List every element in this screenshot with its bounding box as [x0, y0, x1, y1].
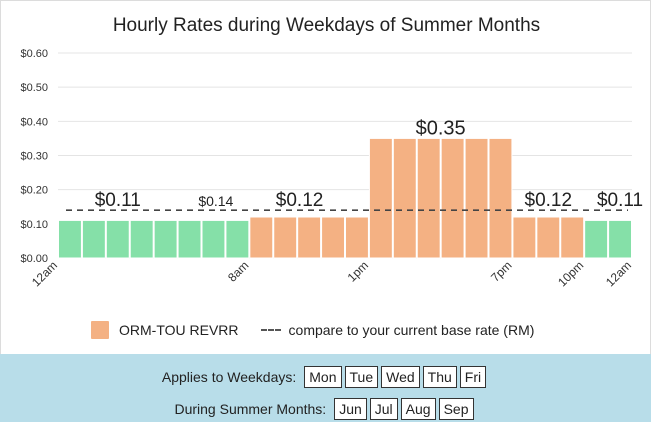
legend: ORM-TOU REVRR compare to your current ba… — [91, 320, 556, 340]
rate-data-label: $0.14 — [198, 193, 233, 209]
month-filter-row: During Summer Months: Jun Jul Aug Sep — [0, 398, 651, 420]
legend-label-base-rate: compare to your current base rate (RM) — [288, 322, 535, 338]
bar[interactable] — [608, 219, 632, 259]
bar[interactable] — [345, 216, 369, 259]
month-chip-sep[interactable]: Sep — [438, 398, 474, 420]
bar[interactable] — [512, 216, 537, 259]
legend-swatch-orm-tou[interactable] — [91, 321, 109, 339]
x-tick-label: 10pm — [555, 258, 586, 289]
month-filter-label: During Summer Months: — [174, 401, 327, 417]
bar[interactable] — [58, 219, 82, 259]
y-tick-label: $0.40 — [20, 116, 48, 128]
bar[interactable] — [153, 219, 178, 259]
weekday-chip-tue[interactable]: Tue — [344, 366, 379, 388]
bar[interactable] — [392, 137, 417, 259]
x-tick-label: 12am — [603, 258, 634, 289]
bar[interactable] — [225, 219, 250, 259]
weekday-filter-label: Applies to Weekdays: — [161, 369, 297, 385]
chart-title: Hourly Rates during Weekdays of Summer M… — [112, 15, 541, 36]
filter-panel: Applies to Weekdays: Mon Tue Wed Thu Fri… — [0, 354, 651, 422]
weekday-chip-thu[interactable]: Thu — [422, 366, 457, 388]
month-chip-jun[interactable]: Jun — [334, 398, 367, 420]
weekday-chip-fri[interactable]: Fri — [459, 366, 487, 388]
rate-data-label: $0.12 — [276, 190, 324, 211]
bar[interactable] — [440, 137, 465, 259]
rate-data-label: $0.35 — [416, 117, 466, 139]
bar[interactable] — [273, 216, 298, 259]
bar[interactable] — [81, 219, 106, 259]
bar[interactable] — [464, 137, 489, 259]
x-tick-label: 7pm — [488, 258, 514, 284]
y-tick-label: $0.20 — [20, 185, 48, 197]
rate-data-label: $0.11 — [597, 190, 643, 211]
rate-data-label: $0.11 — [95, 190, 141, 211]
y-tick-label: $0.30 — [20, 151, 48, 163]
weekday-filter-row: Applies to Weekdays: Mon Tue Wed Thu Fri — [0, 366, 651, 388]
y-tick-label: $0.50 — [20, 82, 48, 94]
bar[interactable] — [249, 216, 274, 259]
bar[interactable] — [368, 137, 393, 259]
y-tick-label: $0.00 — [20, 253, 48, 265]
bar[interactable] — [321, 216, 346, 259]
bar[interactable] — [177, 219, 202, 259]
bar[interactable] — [584, 219, 609, 259]
bar[interactable] — [129, 219, 154, 259]
y-tick-label: $0.10 — [20, 219, 48, 231]
bar[interactable] — [201, 219, 226, 259]
x-tick-label: 1pm — [345, 258, 371, 284]
weekday-chip-wed[interactable]: Wed — [381, 366, 420, 388]
legend-label-orm-tou[interactable]: ORM-TOU REVRR — [119, 322, 239, 338]
month-chip-aug[interactable]: Aug — [400, 398, 436, 420]
chart-panel: Hourly Rates during Weekdays of Summer M… — [0, 0, 651, 355]
bar[interactable] — [488, 137, 513, 259]
bar[interactable] — [297, 216, 322, 259]
rate-data-label: $0.12 — [525, 190, 573, 211]
hourly-rate-chart: $0.60 $0.50 $0.40 $0.30 $0.20 $0.10 $0.00 $0.11… — [20, 48, 643, 289]
legend-dash-base-rate — [260, 329, 281, 331]
bar[interactable] — [105, 219, 130, 259]
y-tick-label: $0.60 — [20, 48, 48, 60]
month-chip-jul[interactable]: Jul — [369, 398, 398, 420]
bar[interactable] — [416, 137, 441, 259]
bar[interactable] — [560, 216, 585, 259]
bar[interactable] — [536, 216, 561, 259]
weekday-chip-mon[interactable]: Mon — [304, 366, 342, 388]
x-tick-label: 8am — [225, 258, 251, 284]
